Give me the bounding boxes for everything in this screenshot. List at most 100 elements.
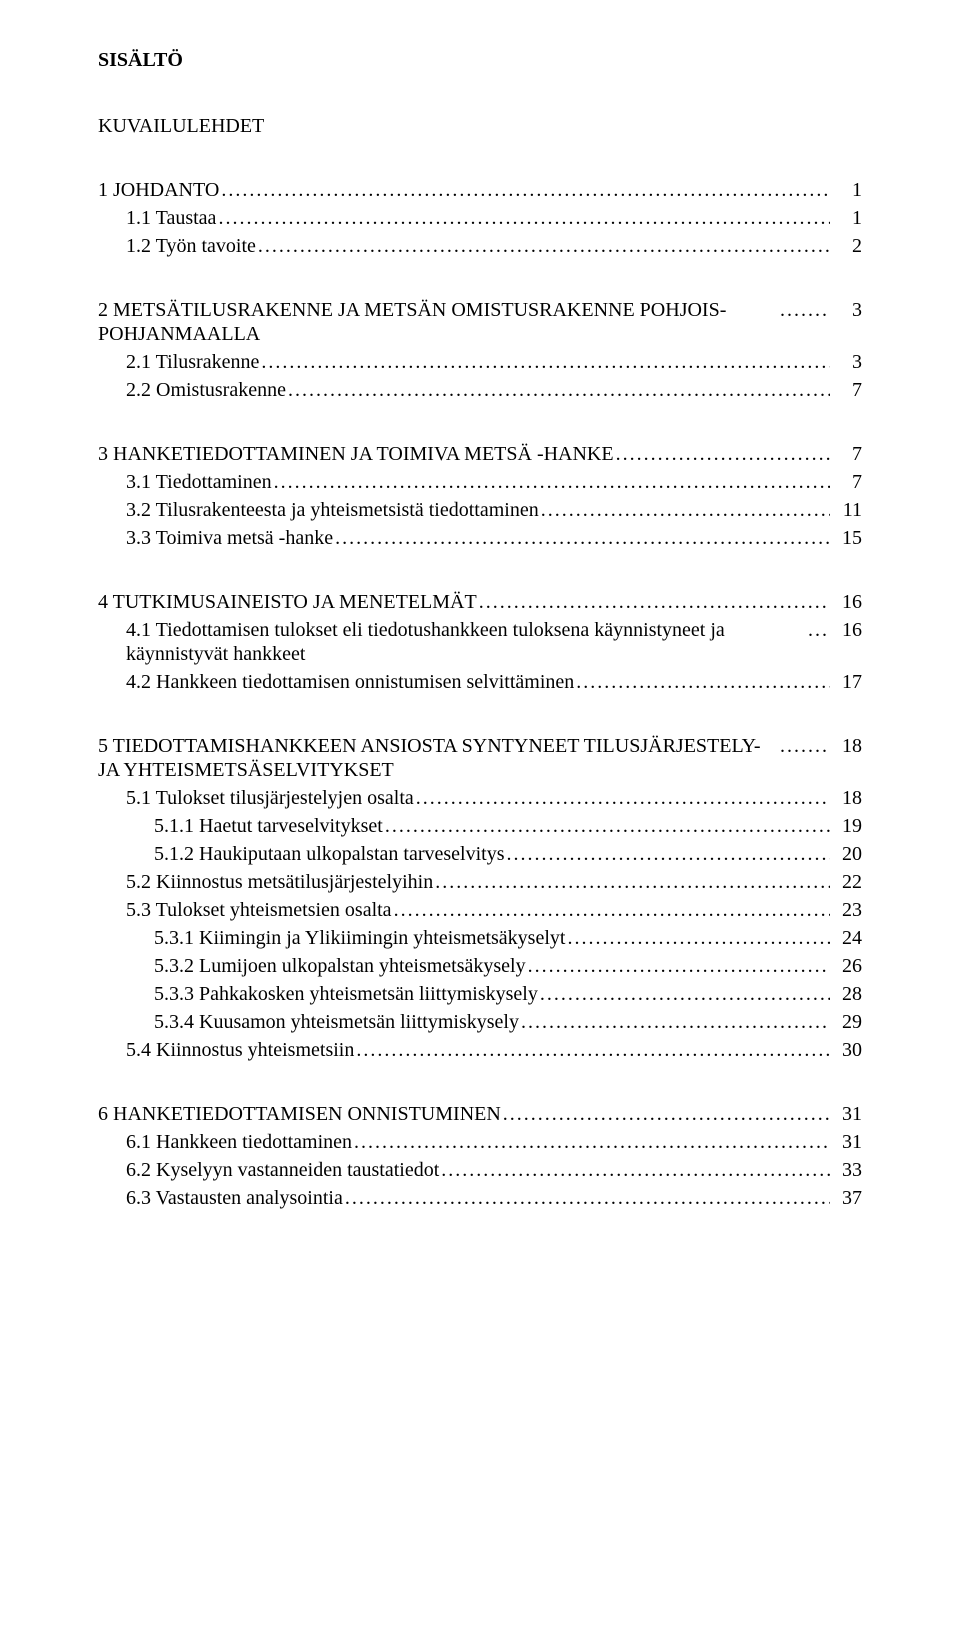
- toc-entry: 1.2 Työn tavoite 2: [98, 234, 862, 258]
- toc-entry-label: 2 METSÄTILUSRAKENNE JA METSÄN OMISTUSRAK…: [98, 298, 780, 346]
- toc-leader-dots: [528, 954, 830, 978]
- toc-entry: 5.3.1 Kiimingin ja Ylikiimingin yhteisme…: [98, 926, 862, 950]
- toc-leader-dots: [416, 786, 830, 810]
- toc-entry: 4 TUTKIMUSAINEISTO JA MENETELMÄT 16: [98, 590, 862, 614]
- toc-entry-label: 5.3 Tulokset yhteismetsien osalta: [126, 898, 394, 922]
- toc-leader-dots: [479, 590, 830, 614]
- toc-entry: 2.2 Omistusrakenne 7: [98, 378, 862, 402]
- toc-entry-label: 5.3.1 Kiimingin ja Ylikiimingin yhteisme…: [154, 926, 567, 950]
- toc-entry: 2 METSÄTILUSRAKENNE JA METSÄN OMISTUSRAK…: [98, 298, 862, 346]
- toc-entry: 5.2 Kiinnostus metsätilusjärjestelyihin2…: [98, 870, 862, 894]
- toc-leader-dots: [354, 1130, 830, 1154]
- toc-entry: 4.1 Tiedottamisen tulokset eli tiedotush…: [98, 618, 862, 666]
- toc-entry-label: 6 HANKETIEDOTTAMISEN ONNISTUMINEN: [98, 1102, 503, 1126]
- toc-entry-page: 16: [830, 590, 862, 614]
- toc-entry-label: 2.2 Omistusrakenne: [126, 378, 288, 402]
- toc-entry-page: 17: [830, 670, 862, 694]
- toc-entry-page: 15: [830, 526, 862, 550]
- toc-leader-dots: [541, 498, 830, 522]
- toc-entry: 3.1 Tiedottaminen 7: [98, 470, 862, 494]
- toc-entry-page: 18: [830, 734, 862, 758]
- toc-entry: 1.1 Taustaa 1: [98, 206, 862, 230]
- toc-leader-dots: [394, 898, 830, 922]
- toc-leader-dots: [441, 1158, 830, 1182]
- toc-entry-label: 1 JOHDANTO: [98, 178, 221, 202]
- toc-entry: 5.1.2 Haukiputaan ulkopalstan tarveselvi…: [98, 842, 862, 866]
- toc-entry: 5.3.4 Kuusamon yhteismetsän liittymiskys…: [98, 1010, 862, 1034]
- toc-entry-page: 3: [830, 298, 862, 322]
- toc-entry-page: 30: [830, 1038, 862, 1062]
- toc-entry-label: 1.1 Taustaa: [126, 206, 218, 230]
- toc-entry-page: 23: [830, 898, 862, 922]
- toc-entry-page: 33: [830, 1158, 862, 1182]
- toc-leader-dots: [335, 526, 830, 550]
- toc-leader-dots: [274, 470, 830, 494]
- page: SISÄLTÖ KUVAILULEHDET 1 JOHDANTO11.1 Tau…: [0, 0, 960, 1647]
- toc-entry-page: 31: [830, 1102, 862, 1126]
- toc-entry-label: 3.1 Tiedottaminen: [126, 470, 274, 494]
- toc-entry-page: 24: [830, 926, 862, 950]
- toc-leader-dots: [258, 234, 830, 258]
- doc-title: SISÄLTÖ: [98, 48, 862, 72]
- toc-leader-dots: [503, 1102, 830, 1126]
- toc-entry-label: 3 HANKETIEDOTTAMINEN JA TOIMIVA METSÄ -H…: [98, 442, 616, 466]
- toc-entry-page: 26: [830, 954, 862, 978]
- toc-leader-dots: [521, 1010, 830, 1034]
- toc-entry-page: 37: [830, 1186, 862, 1210]
- toc-entry-label: 1.2 Työn tavoite: [126, 234, 258, 258]
- toc-entry-page: 2: [830, 234, 862, 258]
- toc-entry: 5.1.1 Haetut tarveselvitykset 19: [98, 814, 862, 838]
- toc-entry: 2.1 Tilusrakenne 3: [98, 350, 862, 374]
- toc-leader-dots: [780, 298, 830, 322]
- toc-entry: 6.3 Vastausten analysointia37: [98, 1186, 862, 1210]
- toc-entry-label: 5.4 Kiinnostus yhteismetsiin: [126, 1038, 356, 1062]
- toc-entry: 5.3.3 Pahkakosken yhteismetsän liittymis…: [98, 982, 862, 1006]
- toc-entry-label: 5.1 Tulokset tilusjärjestelyjen osalta: [126, 786, 416, 810]
- toc-entry-page: 28: [830, 982, 862, 1006]
- kuvailulehdet-heading: KUVAILULEHDET: [98, 114, 862, 138]
- toc-entry-page: 7: [830, 378, 862, 402]
- toc-entry-label: 6.2 Kyselyyn vastanneiden taustatiedot: [126, 1158, 441, 1182]
- toc-entry: 1 JOHDANTO 1: [98, 178, 862, 202]
- toc-entry-page: 20: [830, 842, 862, 866]
- toc-entry-label: 5.1.1 Haetut tarveselvitykset: [154, 814, 385, 838]
- toc-entry-page: 11: [830, 498, 862, 522]
- toc-entry-label: 2.1 Tilusrakenne: [126, 350, 261, 374]
- toc-entry-page: 19: [830, 814, 862, 838]
- toc-entry-label: 5 TIEDOTTAMISHANKKEEN ANSIOSTA SYNTYNEET…: [98, 734, 780, 782]
- toc-entry-page: 7: [830, 470, 862, 494]
- toc-entry: 5.3.2 Lumijoen ulkopalstan yhteismetsäky…: [98, 954, 862, 978]
- toc-entry-label: 5.2 Kiinnostus metsätilusjärjestelyihin: [126, 870, 435, 894]
- toc-entry-page: 1: [830, 178, 862, 202]
- toc-entry-label: 4.2 Hankkeen tiedottamisen onnistumisen …: [126, 670, 576, 694]
- toc-leader-dots: [385, 814, 830, 838]
- toc-entry-page: 3: [830, 350, 862, 374]
- toc-entry-label: 5.3.4 Kuusamon yhteismetsän liittymiskys…: [154, 1010, 521, 1034]
- toc-leader-dots: [218, 206, 830, 230]
- toc-entry: 5.3 Tulokset yhteismetsien osalta 23: [98, 898, 862, 922]
- toc-leader-dots: [221, 178, 830, 202]
- toc-leader-dots: [616, 442, 830, 466]
- toc-leader-dots: [435, 870, 830, 894]
- toc-entry-label: 3.3 Toimiva metsä -hanke: [126, 526, 335, 550]
- toc-entry-label: 4 TUTKIMUSAINEISTO JA MENETELMÄT: [98, 590, 479, 614]
- toc-leader-dots: [780, 734, 830, 758]
- toc-entry: 4.2 Hankkeen tiedottamisen onnistumisen …: [98, 670, 862, 694]
- toc-entry-label: 6.1 Hankkeen tiedottaminen: [126, 1130, 354, 1154]
- toc: 1 JOHDANTO 1 1.1 Taustaa 1 1.2 Työn tavoite 2…: [98, 178, 862, 1210]
- toc-leader-dots: [261, 350, 830, 374]
- toc-entry-label: 5.1.2 Haukiputaan ulkopalstan tarveselvi…: [154, 842, 506, 866]
- toc-entry: 6.1 Hankkeen tiedottaminen 31: [98, 1130, 862, 1154]
- toc-entry: 5 TIEDOTTAMISHANKKEEN ANSIOSTA SYNTYNEET…: [98, 734, 862, 782]
- toc-entry: 5.4 Kiinnostus yhteismetsiin 30: [98, 1038, 862, 1062]
- toc-entry: 3.3 Toimiva metsä -hanke 15: [98, 526, 862, 550]
- toc-leader-dots: [576, 670, 830, 694]
- toc-entry: 3.2 Tilusrakenteesta ja yhteismetsistä t…: [98, 498, 862, 522]
- toc-entry-page: 1: [830, 206, 862, 230]
- toc-entry-page: 31: [830, 1130, 862, 1154]
- toc-entry-page: 7: [830, 442, 862, 466]
- toc-leader-dots: [808, 618, 830, 642]
- toc-entry-label: 4.1 Tiedottamisen tulokset eli tiedotush…: [126, 618, 808, 666]
- toc-entry-page: 18: [830, 786, 862, 810]
- toc-entry: 5.1 Tulokset tilusjärjestelyjen osalta 18: [98, 786, 862, 810]
